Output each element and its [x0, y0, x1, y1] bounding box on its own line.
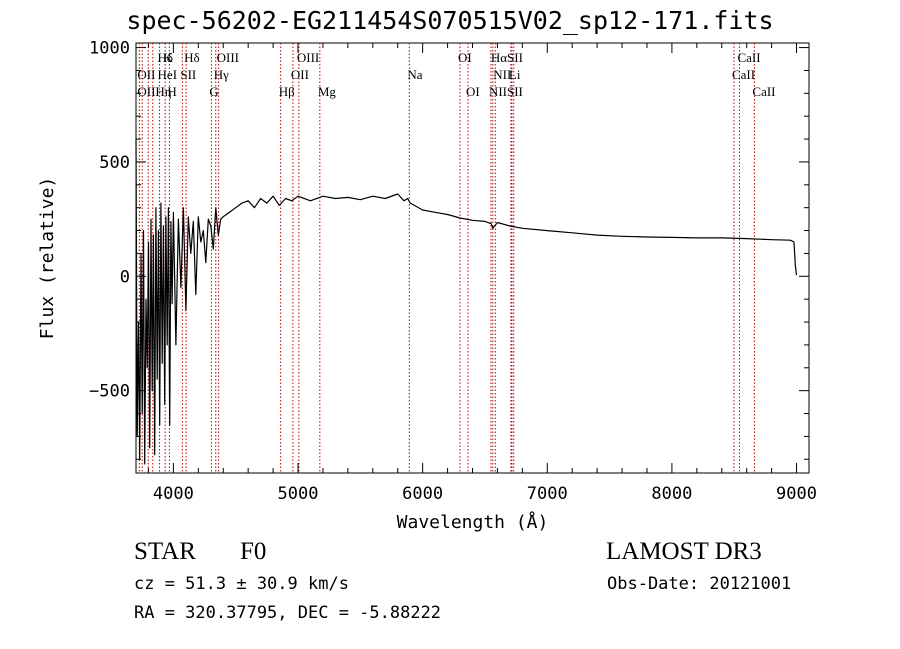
- spectral-line-label: OIII: [297, 50, 319, 65]
- spectral-line-label: G: [209, 84, 218, 99]
- object-class: STAR: [134, 538, 196, 565]
- x-axis-label: Wavelength (Å): [397, 511, 549, 533]
- observation-date: Obs-Date: 20121001: [607, 574, 792, 594]
- spectral-line-label: SII: [180, 67, 196, 82]
- spectral-line-label: OIII: [217, 50, 239, 65]
- object-subclass: F0: [240, 538, 267, 565]
- y-tick-label: 500: [99, 153, 130, 173]
- spectrum-line: [135, 139, 798, 465]
- spectral-line-label: K: [163, 50, 173, 65]
- spectral-line-label: Mg: [318, 84, 337, 99]
- x-tick-label: 9000: [776, 484, 817, 504]
- spectral-line-label: OI: [466, 84, 480, 99]
- y-tick-label: −500: [89, 382, 130, 402]
- x-tick-label: 5000: [278, 484, 319, 504]
- spectral-line-label: H: [167, 84, 176, 99]
- spectral-line-label: CaII: [752, 84, 775, 99]
- spectral-line-label: HαSII: [491, 50, 523, 65]
- ra-dec-coordinates: RA = 320.37795, DEC = -5.88222: [134, 603, 442, 623]
- y-axis-label: Flux (relative): [37, 177, 58, 340]
- spectral-line-label: HeI: [158, 67, 178, 82]
- spectral-line-label: Hγ: [214, 67, 229, 82]
- spectral-line-label: Na: [407, 67, 422, 82]
- y-tick-label: 0: [120, 267, 130, 287]
- spectral-line-label: NII: [493, 67, 511, 82]
- x-tick-label: 7000: [527, 484, 568, 504]
- y-tick-label: 1000: [89, 39, 130, 59]
- spectral-line-label: Hβ: [279, 84, 295, 99]
- spectral-line-label: NIISII: [489, 84, 523, 99]
- spectral-line-label: OI: [458, 50, 472, 65]
- chart-title: spec-56202-EG211454S070515V02_sp12-171.f…: [126, 6, 774, 35]
- spectral-line-label: Li: [509, 67, 521, 82]
- spectral-line-label: Hδ: [158, 50, 174, 65]
- spectral-line-label: CaII: [737, 50, 760, 65]
- spectral-line-label: OIIHη: [137, 84, 171, 99]
- plot-frame: [135, 42, 810, 474]
- survey-name: LAMOST DR3: [606, 538, 762, 565]
- x-tick-label: 4000: [153, 484, 194, 504]
- x-tick-label: 6000: [402, 484, 443, 504]
- spectral-line-label: OII: [291, 67, 309, 82]
- redshift-cz: cz = 51.3 ± 30.9 km/s: [134, 574, 349, 594]
- spectral-line-label: Hδ: [184, 50, 200, 65]
- x-tick-label: 8000: [651, 484, 692, 504]
- spectral-line-label: CaII: [732, 67, 755, 82]
- spectral-line-label: OII: [137, 67, 155, 82]
